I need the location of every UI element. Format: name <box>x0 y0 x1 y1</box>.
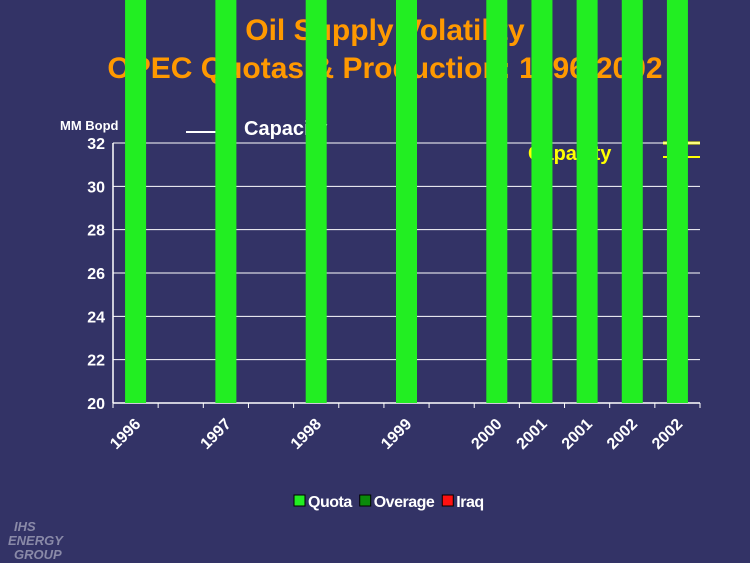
bar-segment <box>305 0 327 404</box>
legend-label: Quota <box>308 494 352 511</box>
y-tick-label: 24 <box>87 309 105 326</box>
chart-title: Oil Supply Volatility <box>245 14 525 47</box>
bar-segment <box>621 0 643 403</box>
bar-segment <box>215 0 237 403</box>
legend-swatch <box>359 494 372 507</box>
bar-segment <box>486 0 508 403</box>
logo: IHS <box>14 519 36 534</box>
y-tick-label: 32 <box>87 136 105 153</box>
x-tick-label: 1998 <box>288 416 325 453</box>
x-tick-label: 2002 <box>649 416 686 453</box>
legend-swatch <box>441 494 454 507</box>
y-tick-label: 20 <box>87 396 105 413</box>
bar-segment <box>576 0 598 403</box>
x-tick-label: 2001 <box>514 416 551 453</box>
y-axis-label: MM Bopd <box>60 118 119 133</box>
bar-segment <box>125 0 147 403</box>
x-tick-label: 2001 <box>559 416 596 453</box>
logo: ENERGY <box>8 533 64 548</box>
logo: GROUP <box>14 547 62 562</box>
legend-label: Overage <box>374 494 435 511</box>
x-tick-label: 2000 <box>468 416 505 453</box>
legend-swatch <box>293 494 306 507</box>
x-tick-label: 1999 <box>378 416 415 453</box>
legend-label: Iraq <box>456 494 483 511</box>
y-tick-label: 30 <box>87 179 105 196</box>
y-tick-label: 28 <box>87 223 105 240</box>
y-tick-label: 26 <box>87 266 105 283</box>
x-tick-label: 2002 <box>604 416 641 453</box>
x-tick-label: 1997 <box>198 416 235 453</box>
bar-segment <box>666 0 688 403</box>
y-tick-label: 22 <box>87 353 105 370</box>
bar-segment <box>396 0 417 404</box>
chart-title: OPEC Quotas & Production: 1996-2002 <box>107 52 662 85</box>
bar-segment <box>531 0 553 403</box>
x-tick-label: 1996 <box>107 416 144 453</box>
